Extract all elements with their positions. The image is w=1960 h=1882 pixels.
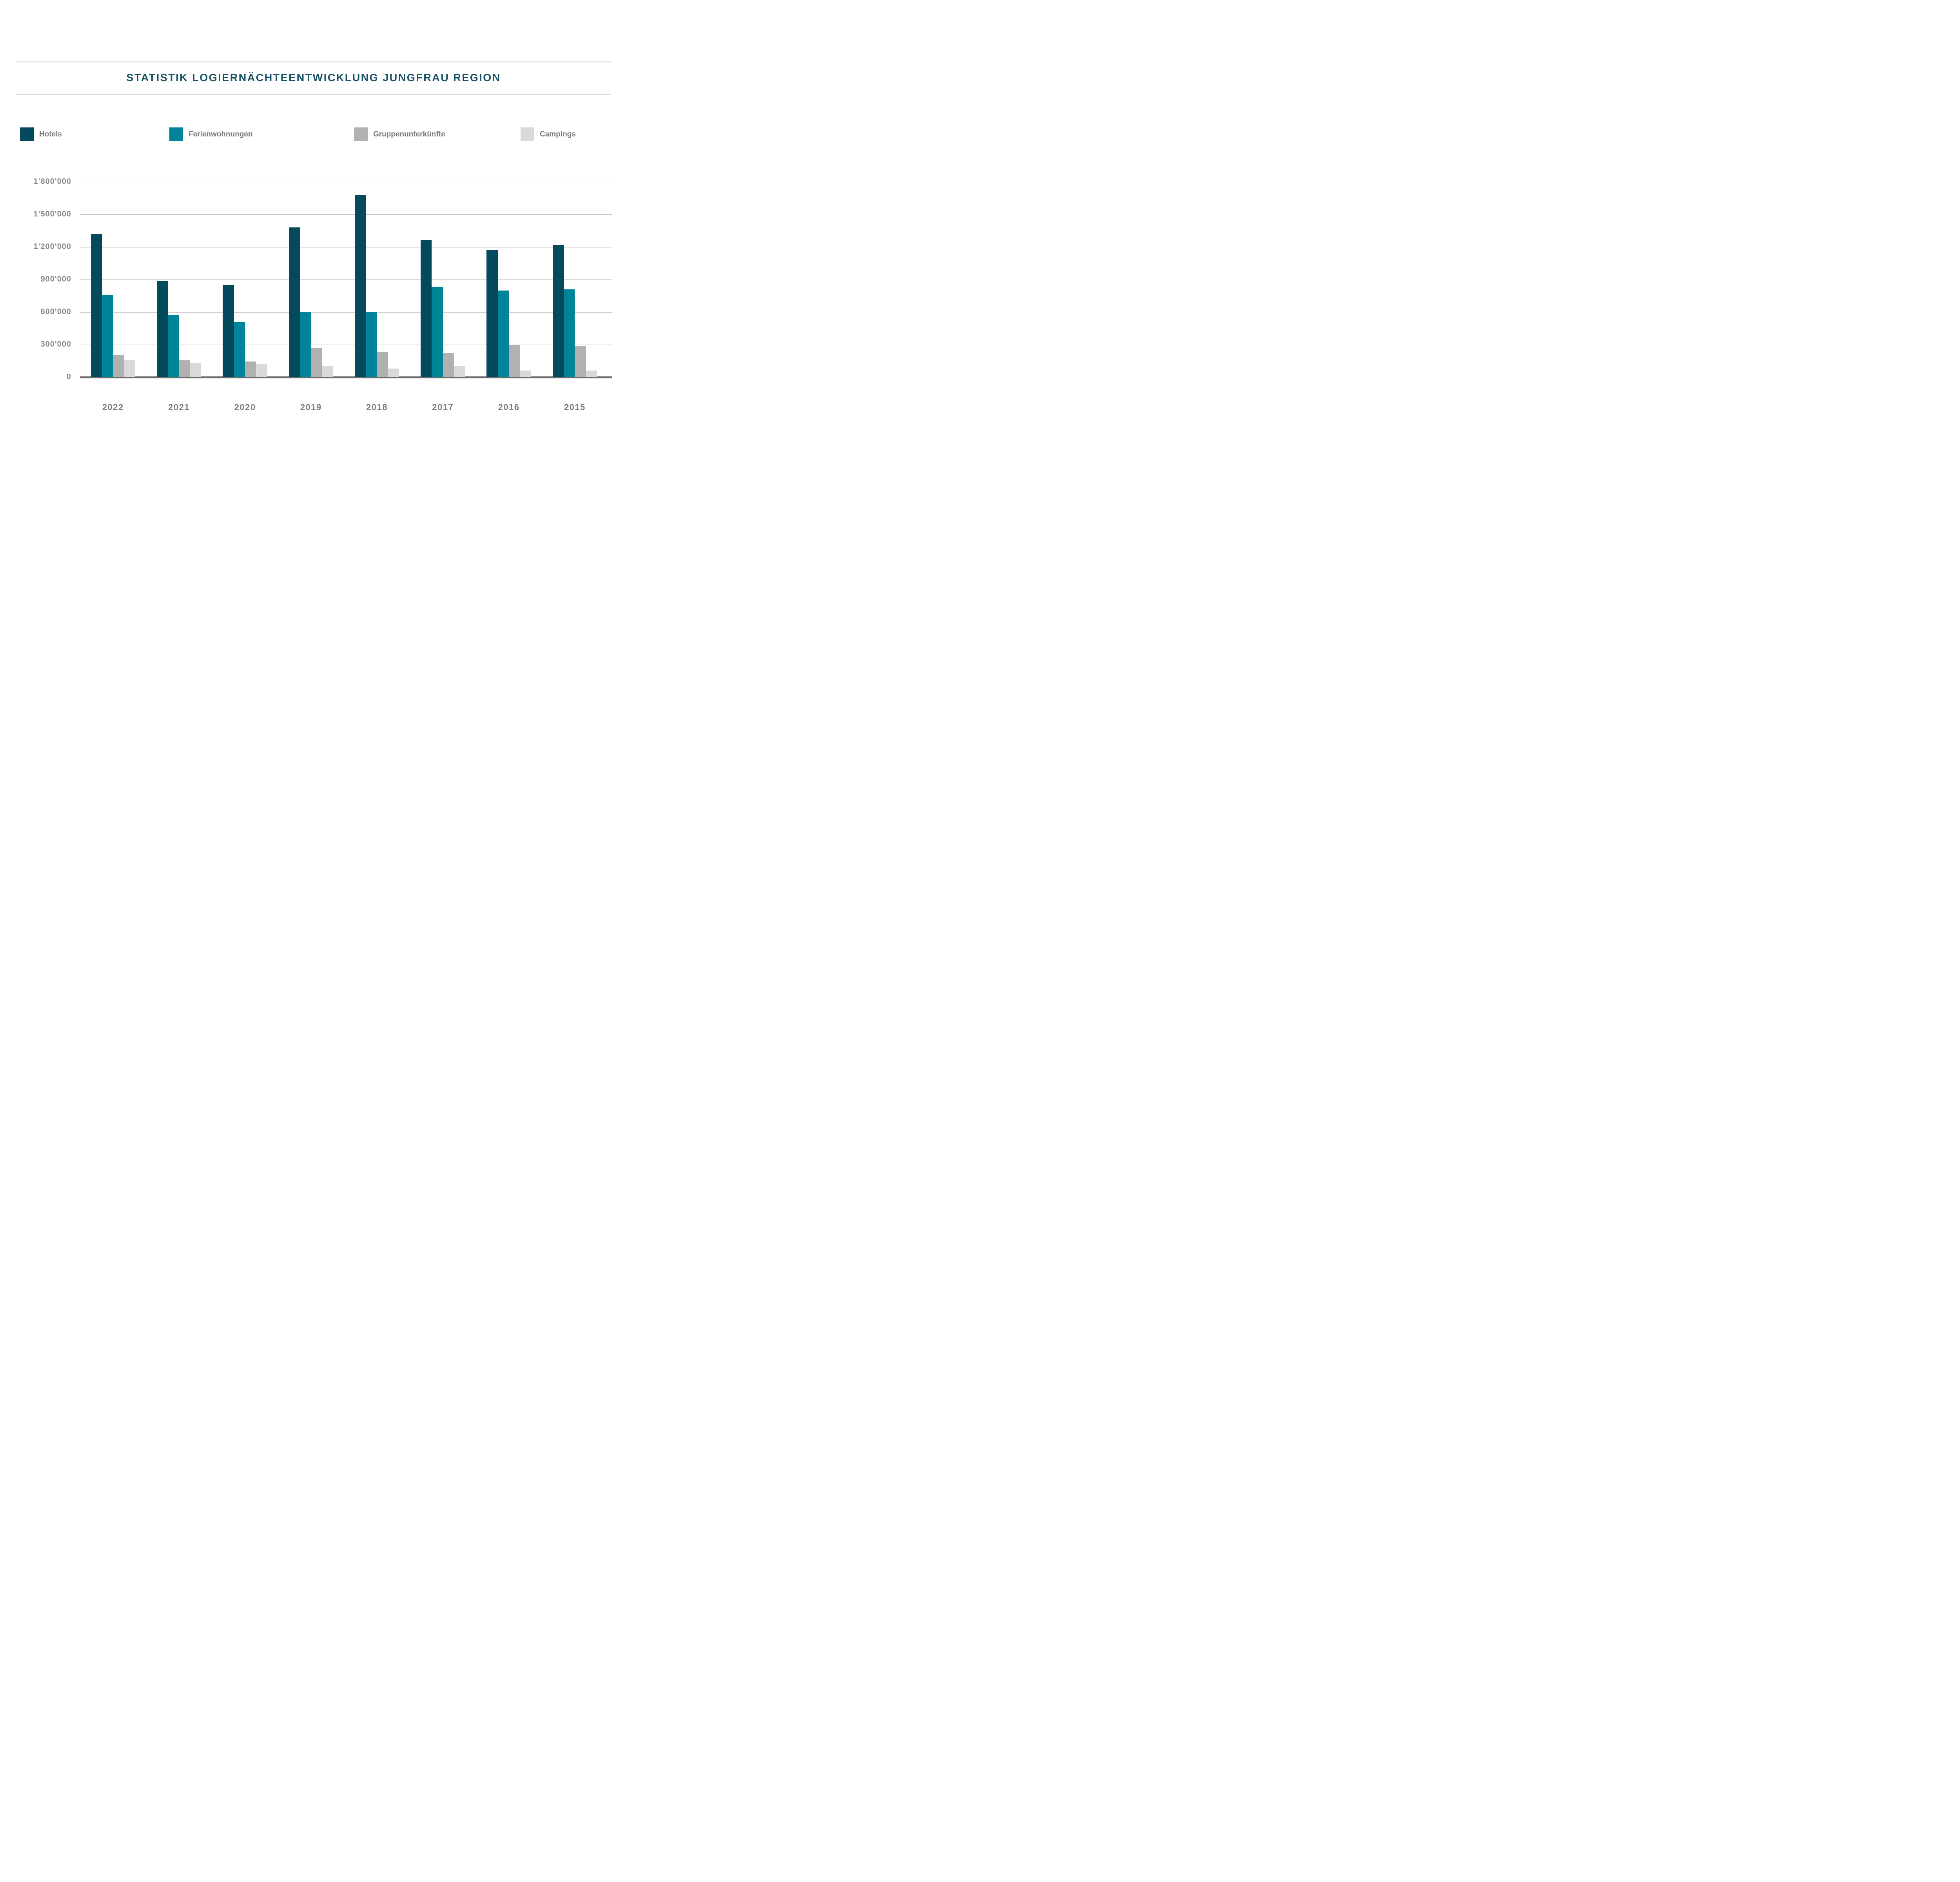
bar-gruppenunterk-nfte-2019 [311, 348, 322, 377]
bar-campings-2016 [520, 371, 531, 377]
legend-swatch-icon [354, 127, 368, 141]
bar-gruppenunterk-nfte-2017 [443, 353, 454, 377]
bar-ferienwohnungen-2017 [432, 287, 443, 377]
bar-campings-2017 [454, 366, 465, 377]
y-axis-tick-label: 300'000 [40, 340, 71, 349]
bar-ferienwohnungen-2022 [102, 295, 113, 377]
bar-campings-2020 [256, 364, 267, 377]
bar-hotels-2017 [421, 240, 432, 377]
bar-hotels-2021 [156, 280, 168, 377]
y-axis-tick-label: 1'500'000 [33, 210, 71, 218]
legend-label: Gruppenunterkünfte [373, 130, 445, 138]
bar-ferienwohnungen-2016 [497, 290, 509, 377]
bar-hotels-2016 [486, 250, 498, 377]
bar-hotels-2018 [354, 195, 366, 377]
legend-swatch-icon [20, 127, 34, 141]
legend-label: Hotels [39, 130, 62, 138]
bar-ferienwohnungen-2015 [563, 289, 575, 377]
bar-campings-2018 [388, 368, 399, 377]
bar-hotels-2019 [289, 227, 300, 377]
bar-campings-2019 [322, 366, 334, 377]
x-axis-year-label: 2016 [498, 402, 520, 412]
gridline [80, 214, 612, 215]
bar-gruppenunterk-nfte-2015 [575, 345, 586, 377]
bar-campings-2021 [190, 362, 201, 377]
x-axis-year-label: 2017 [432, 402, 454, 412]
x-axis-year-label: 2019 [300, 402, 322, 412]
bar-hotels-2015 [552, 245, 564, 377]
legend-swatch-icon [521, 127, 534, 141]
x-axis-year-label: 2020 [234, 402, 256, 412]
y-axis-tick-label: 900'000 [40, 275, 71, 283]
legend-item-4: Campings [521, 127, 576, 141]
y-axis-tick-label: 600'000 [40, 307, 71, 316]
legend-item-2: Ferienwohnungen [169, 127, 253, 141]
x-axis-year-label: 2022 [102, 402, 124, 412]
x-axis-year-label: 2021 [168, 402, 190, 412]
bar-hotels-2022 [91, 234, 102, 377]
bar-gruppenunterk-nfte-2022 [113, 355, 124, 377]
y-axis-tick-label: 1'200'000 [33, 242, 71, 251]
y-axis-tick-label: 1'800'000 [33, 177, 71, 186]
bar-gruppenunterk-nfte-2021 [179, 360, 190, 377]
bar-hotels-2020 [223, 285, 234, 377]
chart-page: STATISTIK LOGIERNÄCHTEENTWICKLUNG JUNGFR… [0, 0, 627, 470]
x-axis-year-label: 2015 [564, 402, 586, 412]
bar-campings-2022 [124, 360, 136, 377]
bar-ferienwohnungen-2018 [366, 312, 377, 377]
bar-gruppenunterk-nfte-2020 [245, 361, 256, 377]
x-axis-baseline [80, 376, 612, 378]
chart-title: STATISTIK LOGIERNÄCHTEENTWICKLUNG JUNGFR… [126, 72, 501, 84]
bar-ferienwohnungen-2021 [168, 315, 179, 377]
y-axis-tick-label: 0 [66, 372, 71, 381]
x-axis-year-label: 2018 [366, 402, 388, 412]
legend-item-1: Hotels [20, 127, 62, 141]
bar-gruppenunterk-nfte-2018 [377, 352, 388, 377]
bar-gruppenunterk-nfte-2016 [509, 345, 520, 377]
legend-label: Ferienwohnungen [189, 130, 253, 138]
bar-ferienwohnungen-2019 [299, 311, 311, 377]
title-divider-bottom [16, 94, 611, 95]
bar-campings-2015 [586, 371, 597, 377]
bar-ferienwohnungen-2020 [234, 322, 245, 377]
legend: Hotels Ferienwohnungen Gruppenunterkünfte C… [0, 127, 627, 142]
legend-swatch-icon [169, 127, 183, 141]
legend-label: Campings [540, 130, 576, 138]
legend-item-3: Gruppenunterkünfte [354, 127, 445, 141]
